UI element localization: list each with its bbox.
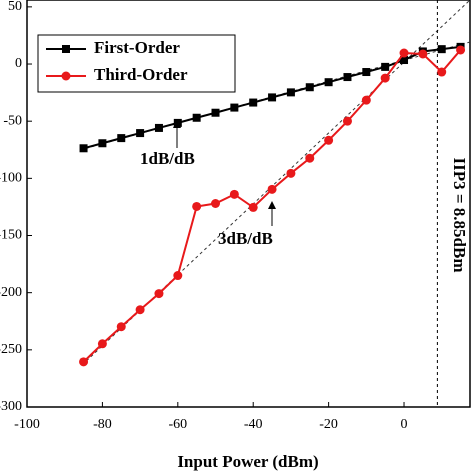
- marker: [267, 184, 277, 194]
- marker: [286, 168, 296, 178]
- legend-label: First-Order: [94, 38, 180, 57]
- marker: [456, 45, 466, 55]
- marker: [248, 202, 258, 212]
- x-tick-label: -80: [93, 417, 112, 432]
- marker: [173, 271, 183, 281]
- marker: [117, 134, 126, 143]
- marker: [154, 123, 163, 132]
- marker: [192, 113, 201, 122]
- arrowhead: [268, 201, 276, 209]
- marker: [324, 78, 333, 87]
- marker: [343, 73, 352, 82]
- y-tick-label: -200: [0, 285, 22, 300]
- marker: [362, 68, 371, 77]
- annotation: 1dB/dB: [140, 149, 195, 168]
- marker: [399, 48, 409, 58]
- marker: [116, 322, 126, 332]
- marker: [79, 144, 88, 153]
- x-tick-label: 0: [401, 417, 408, 432]
- marker: [79, 357, 89, 367]
- y-tick-label: -250: [0, 342, 22, 357]
- marker: [173, 118, 182, 127]
- x-axis-label: Input Power (dBm): [177, 452, 318, 471]
- marker: [305, 83, 314, 92]
- y-tick-label: -300: [0, 399, 22, 414]
- marker: [249, 98, 258, 107]
- marker: [380, 73, 390, 83]
- annotation: 3dB/dB: [218, 229, 273, 248]
- plot-frame: [26, 0, 471, 408]
- y-tick-label: -100: [0, 171, 22, 186]
- x-tick-label: -40: [244, 417, 263, 432]
- y-tick-label: -150: [0, 228, 22, 243]
- marker: [230, 103, 239, 112]
- marker: [229, 189, 239, 199]
- marker: [400, 56, 409, 65]
- marker: [342, 116, 352, 126]
- legend: [37, 34, 236, 93]
- marker: [98, 139, 107, 148]
- marker: [305, 153, 315, 163]
- y-tick-label: 0: [15, 56, 22, 71]
- annotation: IIP3 = 8.85dBm: [450, 157, 469, 272]
- marker: [136, 129, 145, 138]
- x-tick-label: -100: [14, 417, 40, 432]
- marker: [192, 201, 202, 211]
- y-tick-label: 50: [8, 0, 22, 14]
- marker: [211, 199, 221, 208]
- legend-marker: [62, 45, 70, 53]
- marker: [437, 45, 446, 54]
- marker: [268, 93, 277, 102]
- marker: [211, 108, 220, 117]
- legend-label: Third-Order: [94, 65, 188, 84]
- marker: [418, 49, 428, 59]
- marker: [437, 67, 447, 77]
- marker: [286, 88, 295, 97]
- marker: [361, 95, 371, 105]
- marker: [97, 339, 107, 349]
- x-tick-label: -20: [319, 417, 338, 432]
- marker: [381, 62, 390, 71]
- fit-line-3: [81, 0, 470, 366]
- y-tick-label: -50: [3, 113, 22, 128]
- x-tick-label: -60: [168, 417, 187, 432]
- marker: [154, 289, 164, 299]
- marker: [135, 305, 145, 315]
- marker: [324, 135, 334, 145]
- legend-marker: [61, 71, 71, 81]
